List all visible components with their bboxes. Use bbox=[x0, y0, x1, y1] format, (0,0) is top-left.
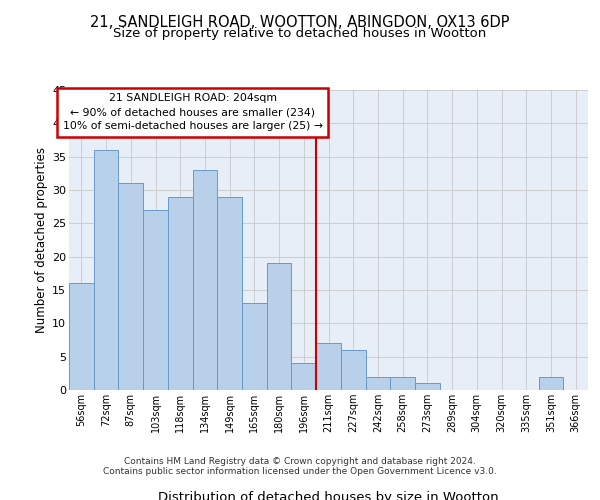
Text: 21 SANDLEIGH ROAD: 204sqm
← 90% of detached houses are smaller (234)
10% of semi: 21 SANDLEIGH ROAD: 204sqm ← 90% of detac… bbox=[62, 94, 323, 132]
Bar bbox=[341, 350, 365, 390]
Bar bbox=[316, 344, 341, 390]
Bar bbox=[168, 196, 193, 390]
Text: Size of property relative to detached houses in Wootton: Size of property relative to detached ho… bbox=[113, 28, 487, 40]
Bar bbox=[292, 364, 316, 390]
Text: Contains public sector information licensed under the Open Government Licence v3: Contains public sector information licen… bbox=[103, 468, 497, 476]
Bar bbox=[69, 284, 94, 390]
Text: 21, SANDLEIGH ROAD, WOOTTON, ABINGDON, OX13 6DP: 21, SANDLEIGH ROAD, WOOTTON, ABINGDON, O… bbox=[90, 15, 510, 30]
Bar bbox=[118, 184, 143, 390]
Bar bbox=[242, 304, 267, 390]
Bar bbox=[390, 376, 415, 390]
X-axis label: Distribution of detached houses by size in Wootton: Distribution of detached houses by size … bbox=[158, 490, 499, 500]
Bar bbox=[193, 170, 217, 390]
Bar bbox=[415, 384, 440, 390]
Bar bbox=[539, 376, 563, 390]
Bar bbox=[94, 150, 118, 390]
Y-axis label: Number of detached properties: Number of detached properties bbox=[35, 147, 48, 333]
Bar bbox=[365, 376, 390, 390]
Bar bbox=[217, 196, 242, 390]
Bar bbox=[143, 210, 168, 390]
Bar bbox=[267, 264, 292, 390]
Text: Contains HM Land Registry data © Crown copyright and database right 2024.: Contains HM Land Registry data © Crown c… bbox=[124, 458, 476, 466]
